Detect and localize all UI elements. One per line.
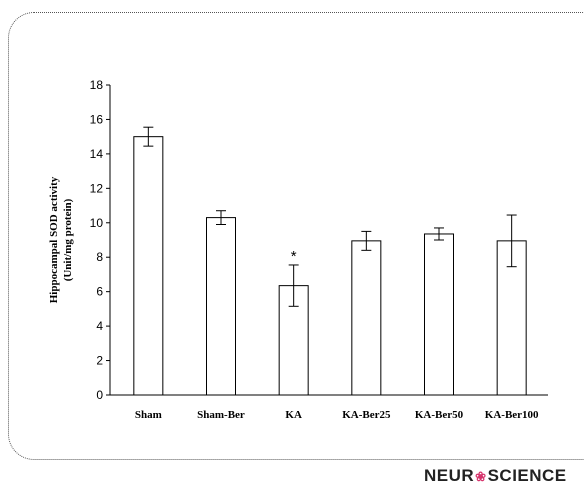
bar xyxy=(351,240,382,396)
x-tick-label: KA-Ber50 xyxy=(415,409,464,421)
chart-frame xyxy=(8,12,584,460)
y-axis-title-line2: (Unit/mg protein) xyxy=(62,198,74,281)
bars xyxy=(133,126,527,396)
brain-icon: ❀ xyxy=(475,469,487,484)
bar-chart: 0 2 4 6 8 10 12 14 16 18 Sham Sham-Ber KA * KA-Ber25 KA… xyxy=(48,78,548,421)
y-tick-label: 16 xyxy=(90,112,104,126)
neuroscience-logo: NEUR❀SCIENCE xyxy=(424,466,567,485)
x-tick-label: Sham-Ber xyxy=(197,409,245,421)
labels: 0 2 4 6 8 10 12 14 16 18 Sham Sham-Ber KA * KA-Ber25 KA… xyxy=(90,78,539,421)
y-tick-label: 12 xyxy=(90,181,104,195)
x-tick-label: Sham xyxy=(135,409,162,421)
y-tick-label: 8 xyxy=(96,250,103,264)
y-axis-title-line1: Hippocampal SOD activity xyxy=(48,176,60,303)
y-tick-label: 14 xyxy=(90,147,104,161)
bar xyxy=(206,217,236,396)
y-tick-label: 6 xyxy=(96,285,103,299)
x-tick-label: KA-Ber25 xyxy=(342,409,391,421)
bar xyxy=(424,233,454,396)
x-tick-label: KA xyxy=(285,409,302,421)
significance-marker: * xyxy=(291,248,297,265)
x-tick-label: KA-Ber100 xyxy=(485,409,539,421)
y-tick-label: 0 xyxy=(96,388,103,402)
y-tick-label: 10 xyxy=(90,216,104,230)
bar xyxy=(133,136,164,396)
y-tick-label: 4 xyxy=(96,319,103,333)
y-tick-label: 2 xyxy=(96,354,103,368)
axes xyxy=(106,84,548,396)
y-tick-label: 18 xyxy=(90,78,104,92)
